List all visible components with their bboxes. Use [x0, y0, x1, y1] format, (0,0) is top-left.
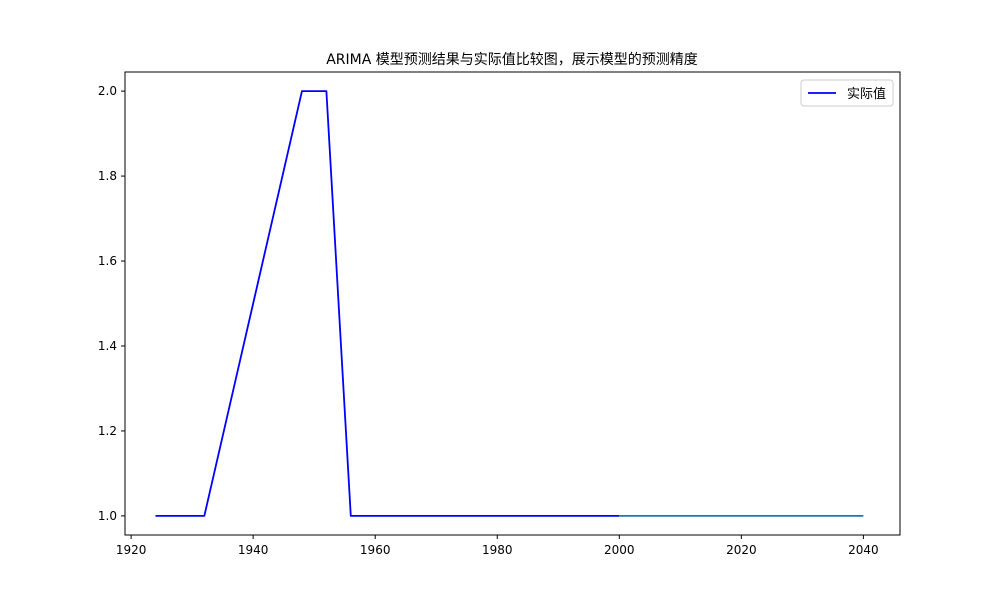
legend: 实际值: [800, 79, 894, 107]
series-line-actual: [155, 90, 620, 517]
y-tick-label: 1.8: [98, 169, 117, 183]
y-tick-label: 1.6: [98, 254, 117, 268]
y-tick-label: 1.0: [98, 509, 117, 523]
x-tick-label: 1960: [360, 543, 391, 557]
x-tick-label: 2000: [604, 543, 635, 557]
plot-frame: [124, 71, 901, 536]
y-tick-label: 2.0: [98, 84, 117, 98]
legend-label-actual: 实际值: [847, 86, 886, 102]
x-tick-label: 2040: [848, 543, 879, 557]
y-tick-label: 1.4: [98, 339, 117, 353]
series-layer: [155, 90, 864, 517]
plot-area: [125, 72, 900, 535]
x-tick-label: 1980: [482, 543, 513, 557]
chart-title: ARIMA 模型预测结果与实际值比较图，展示模型的预测精度: [326, 52, 698, 68]
x-axis-ticks: 1920 1940 1960 1980 2000 2020 2040: [116, 535, 879, 557]
x-tick-label: 1940: [238, 543, 269, 557]
x-tick-label: 2020: [726, 543, 757, 557]
y-tick-label: 1.2: [98, 424, 117, 438]
x-tick-label: 1920: [116, 543, 147, 557]
legend-box: [800, 79, 894, 107]
y-axis-ticks: 1.0 1.2 1.4 1.6 1.8 2.0: [98, 84, 125, 523]
